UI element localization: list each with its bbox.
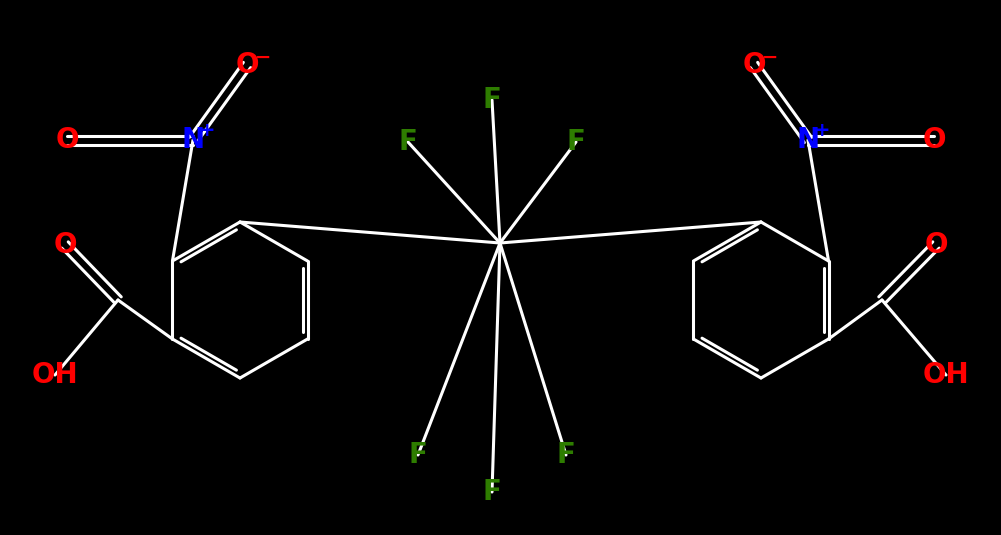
Text: F: F — [482, 478, 502, 506]
Text: F: F — [567, 128, 586, 156]
Text: +: + — [814, 120, 830, 140]
Text: −: − — [762, 48, 778, 66]
Text: OH: OH — [923, 361, 969, 389]
Text: N: N — [181, 126, 204, 154]
Text: F: F — [482, 86, 502, 114]
Text: O: O — [924, 231, 948, 259]
Text: F: F — [398, 128, 417, 156]
Text: O: O — [235, 51, 258, 79]
Text: O: O — [743, 51, 766, 79]
Text: O: O — [922, 126, 946, 154]
Text: O: O — [53, 231, 77, 259]
Text: OH: OH — [32, 361, 78, 389]
Text: O: O — [55, 126, 79, 154]
Text: −: − — [255, 48, 271, 66]
Text: +: + — [199, 120, 215, 140]
Text: F: F — [408, 441, 427, 469]
Text: F: F — [557, 441, 576, 469]
Text: N: N — [797, 126, 820, 154]
